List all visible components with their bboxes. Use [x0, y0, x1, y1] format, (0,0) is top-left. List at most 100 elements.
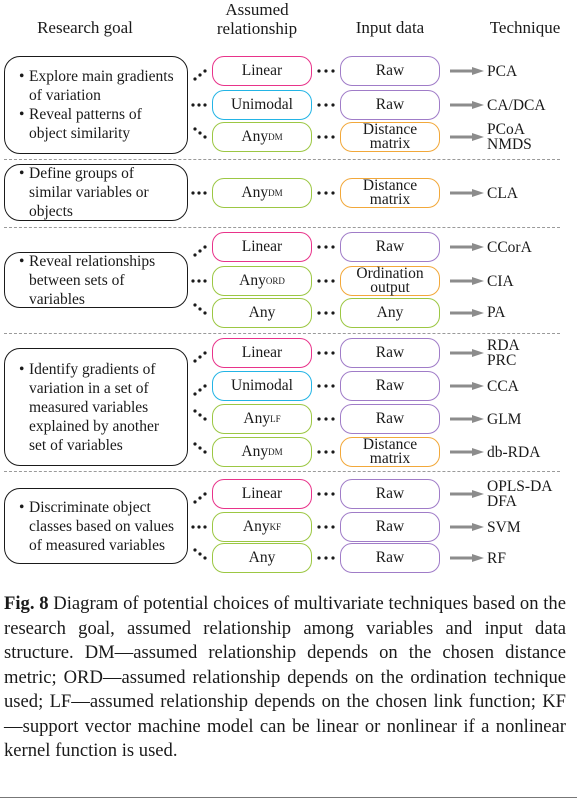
dot-connector	[317, 245, 321, 249]
header-assumed-relationship: Assumed relationship	[216, 0, 298, 38]
dot-connector	[331, 69, 335, 73]
dot-connector	[324, 279, 328, 283]
dot-connector	[197, 103, 201, 107]
dot-connector	[203, 450, 207, 454]
dot-connector	[317, 279, 321, 283]
technique-arrow	[450, 490, 484, 498]
technique-db-rda: db-RDA	[487, 444, 541, 461]
caption-label: Fig. 8	[4, 593, 49, 614]
dot-connector	[203, 351, 207, 355]
dot-connector	[317, 384, 321, 388]
relationship-any: Any	[212, 543, 312, 573]
dot-connector	[331, 351, 335, 355]
dot-connector	[324, 69, 328, 73]
dot-connector	[324, 103, 328, 107]
dot-connector	[317, 69, 321, 73]
goal-bullet: Reveal patterns of object similarity	[19, 105, 177, 143]
goal-box-discriminate: Discriminate object classes based on val…	[4, 488, 188, 564]
dot-connector	[197, 525, 201, 529]
dot-connector	[198, 446, 202, 450]
dot-connector	[324, 311, 328, 315]
dot-connector	[331, 492, 335, 496]
relationship-any-dm: Any DM	[212, 178, 312, 208]
relationship-any-dm: Any DM	[212, 437, 312, 467]
dot-connector	[317, 417, 321, 421]
goal-box-define-groups: Define groups of similar variables or ob…	[4, 164, 188, 221]
dot-connector	[203, 245, 207, 249]
dot-connector	[324, 135, 328, 139]
input-raw: Raw	[340, 338, 440, 368]
dot-connector	[193, 253, 197, 257]
group-separator	[4, 471, 560, 472]
dot-connectors	[191, 69, 335, 560]
dot-connector	[203, 492, 207, 496]
goal-bullet: Define groups of similar variables or ob…	[19, 164, 177, 221]
relationship-unimodal: Unimodal	[212, 90, 312, 120]
technique-arrow	[450, 448, 484, 456]
technique-arrow	[450, 277, 484, 285]
technique-arrow	[450, 133, 484, 141]
relationship-any-dm: Any DM	[212, 122, 312, 152]
input-raw: Raw	[340, 90, 440, 120]
dot-connector	[317, 351, 321, 355]
technique-cla: CLA	[487, 185, 518, 202]
dot-connector	[317, 492, 321, 496]
dot-connector	[193, 409, 197, 413]
dot-connector	[191, 525, 195, 529]
dot-connector	[324, 384, 328, 388]
dot-connector	[324, 525, 328, 529]
input-raw: Raw	[340, 232, 440, 262]
technique-arrow	[450, 309, 484, 317]
technique-pcoa-nmds: PCoA NMDS	[487, 121, 532, 153]
dot-connector	[324, 245, 328, 249]
dot-connector	[331, 103, 335, 107]
dot-connector	[317, 525, 321, 529]
caption-text: Diagram of potential choices of multivar…	[4, 593, 566, 761]
dot-connector	[331, 245, 335, 249]
dot-connector	[331, 450, 335, 454]
input-raw: Raw	[340, 371, 440, 401]
technique-arrow	[450, 243, 484, 251]
goal-box-explore: Explore main gradients of variation Reve…	[4, 56, 188, 154]
dot-connector	[324, 450, 328, 454]
dot-connector	[198, 496, 202, 500]
technique-ccora: CCorA	[487, 239, 532, 256]
dot-connector	[198, 73, 202, 77]
goal-bullet: Discriminate object classes based on val…	[19, 498, 177, 555]
relationship-any: Any	[212, 298, 312, 328]
dot-connector	[191, 279, 195, 283]
goal-bullet: Identify gradients of variation in a set…	[19, 360, 177, 455]
dot-connector	[198, 355, 202, 359]
relationship-any-lf: Any LF	[212, 404, 312, 434]
dot-connector	[324, 556, 328, 560]
technique-svm: SVM	[487, 519, 521, 536]
technique-arrow	[450, 382, 484, 390]
dot-connector	[203, 69, 207, 73]
dot-connector	[317, 450, 321, 454]
technique-arrow	[450, 101, 484, 109]
dot-connector	[331, 279, 335, 283]
goal-bullet: Reveal relationships between sets of var…	[19, 252, 177, 309]
technique-arrow	[450, 67, 484, 75]
input-raw: Raw	[340, 479, 440, 509]
dot-connector	[193, 77, 197, 81]
technique-arrow	[450, 349, 484, 357]
dot-connector	[324, 417, 328, 421]
dot-connector	[331, 191, 335, 195]
dot-connector	[203, 311, 207, 315]
dot-connector	[203, 279, 207, 283]
technique-rf: RF	[487, 550, 506, 567]
relationship-unimodal: Unimodal	[212, 371, 312, 401]
dot-connector	[331, 417, 335, 421]
dot-connector	[198, 249, 202, 253]
input-raw: Raw	[340, 543, 440, 573]
dot-connector	[198, 388, 202, 392]
bottom-rule	[0, 797, 577, 798]
relationship-linear: Linear	[212, 232, 312, 262]
dot-connector	[193, 359, 197, 363]
dot-connector	[203, 525, 207, 529]
header-technique: Technique	[489, 18, 561, 37]
technique-arrows	[450, 67, 484, 562]
technique-arrow	[450, 189, 484, 197]
dot-connector	[193, 500, 197, 504]
